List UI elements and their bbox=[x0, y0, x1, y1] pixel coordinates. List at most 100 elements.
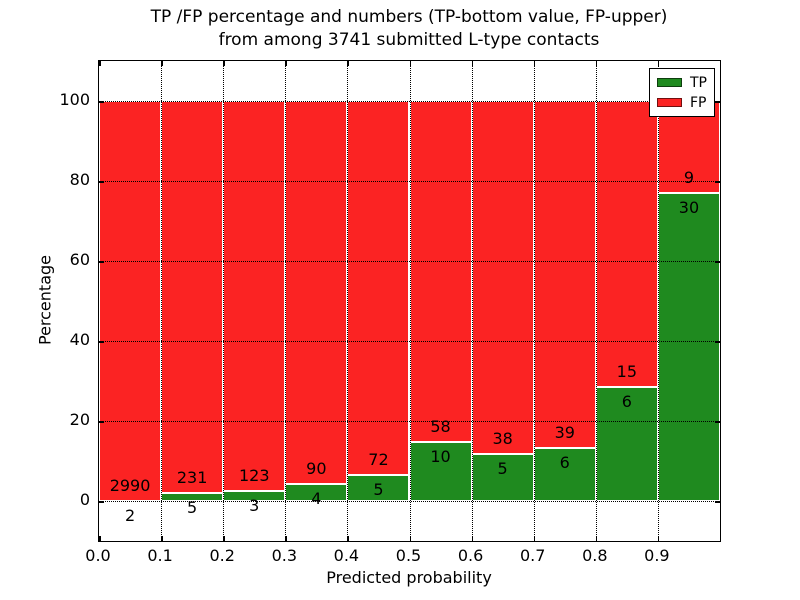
x-tick-label: 0.5 bbox=[395, 546, 422, 565]
x-gridline bbox=[595, 61, 597, 541]
y-tick-mark bbox=[715, 501, 720, 503]
x-tick-label: 0.9 bbox=[644, 546, 670, 565]
x-tick-mark bbox=[99, 61, 101, 66]
y-tick-mark bbox=[715, 261, 720, 263]
tp-legend-label: TP bbox=[690, 74, 707, 91]
y-tick-mark bbox=[99, 501, 104, 503]
tp-count-label: 2 bbox=[124, 505, 136, 525]
x-tick-mark bbox=[657, 536, 660, 541]
x-gridline bbox=[223, 61, 225, 541]
fp-bar-segment bbox=[471, 101, 534, 455]
y-tick-mark bbox=[99, 181, 104, 183]
x-tick-mark bbox=[347, 61, 349, 66]
y-tick-mark bbox=[715, 101, 720, 103]
y-tick-mark bbox=[99, 421, 104, 423]
chart-title-line2: from among 3741 submitted L-type contact… bbox=[218, 30, 600, 50]
tp-bar-segment bbox=[657, 193, 720, 501]
y-tick-mark bbox=[99, 101, 104, 103]
fp-legend-swatch bbox=[657, 98, 682, 107]
fp-bar-segment bbox=[161, 101, 224, 493]
tp-count-label: 5 bbox=[187, 497, 198, 517]
legend-item-fp: FP bbox=[657, 94, 708, 111]
x-tick-mark bbox=[161, 61, 163, 66]
tp-bar-segment bbox=[471, 454, 534, 501]
y-tick-mark bbox=[715, 341, 720, 343]
fp-count-label: 231 bbox=[176, 467, 208, 487]
x-tick-mark bbox=[533, 61, 536, 66]
x-tick-mark bbox=[223, 61, 225, 66]
x-gridline bbox=[347, 61, 349, 541]
x-tick-mark bbox=[595, 536, 598, 541]
y-tick-label: 40 bbox=[69, 330, 90, 349]
legend-item-tp: TP bbox=[657, 74, 708, 91]
y-tick-mark bbox=[99, 261, 104, 263]
fp-count-label: 15 bbox=[616, 361, 638, 381]
x-tick-mark bbox=[657, 61, 660, 66]
tp-legend-swatch bbox=[657, 78, 682, 87]
y-tick-label: 20 bbox=[69, 410, 90, 429]
y-tick-label: 100 bbox=[59, 90, 90, 109]
x-tick-label: 0.0 bbox=[85, 546, 111, 565]
x-tick-mark bbox=[99, 536, 101, 541]
x-gridline bbox=[161, 61, 163, 541]
y-tick-mark bbox=[715, 181, 720, 183]
x-tick-mark bbox=[595, 61, 598, 66]
fp-legend-label: FP bbox=[690, 94, 707, 111]
fp-count-label: 123 bbox=[238, 466, 270, 486]
x-tick-label: 0.8 bbox=[582, 546, 608, 565]
tp-bar-segment bbox=[347, 475, 410, 501]
x-tick-label: 0.6 bbox=[457, 546, 484, 565]
x-tick-mark bbox=[285, 61, 287, 66]
y-tick-label: 80 bbox=[69, 170, 90, 189]
fp-count-label: 9 bbox=[683, 168, 695, 188]
x-tick-label: 0.2 bbox=[209, 546, 235, 565]
x-tick-mark bbox=[471, 61, 474, 66]
y-tick-mark bbox=[715, 421, 720, 423]
x-tick-mark bbox=[223, 536, 225, 541]
chart-title-line1: TP /FP percentage and numbers (TP-bottom… bbox=[150, 7, 668, 27]
tp-count-label: 3 bbox=[249, 496, 260, 516]
fp-count-label: 90 bbox=[306, 458, 327, 478]
plot-area: TP FP 2990 2 231 5 123 3 90 4 72 5 58 10 38 5 39 6 15 6 9 3… bbox=[98, 60, 721, 542]
x-gridline bbox=[285, 61, 287, 541]
x-tick-label: 0.7 bbox=[519, 546, 546, 565]
x-tick-label: 0.1 bbox=[147, 546, 173, 565]
tp-count-label: 10 bbox=[430, 447, 451, 467]
fp-count-label: 72 bbox=[368, 450, 389, 470]
x-gridline bbox=[657, 61, 659, 541]
x-tick-mark bbox=[285, 536, 287, 541]
tp-count-label: 6 bbox=[621, 391, 632, 411]
x-tick-mark bbox=[409, 61, 411, 66]
fp-bar-segment bbox=[533, 101, 596, 448]
x-gridline bbox=[471, 61, 473, 541]
fp-bar-segment bbox=[409, 101, 472, 443]
x-tick-mark bbox=[533, 536, 536, 541]
y-tick-label: 60 bbox=[69, 250, 90, 269]
x-gridline bbox=[533, 61, 535, 541]
legend: TP FP bbox=[649, 68, 715, 117]
x-tick-mark bbox=[161, 536, 163, 541]
x-gridline bbox=[409, 61, 411, 541]
y-tick-label: 0 bbox=[79, 490, 90, 509]
fp-bar-segment bbox=[223, 101, 286, 492]
fp-bar-segment bbox=[347, 101, 410, 476]
y-tick-mark bbox=[99, 341, 104, 343]
x-tick-label: 0.3 bbox=[271, 546, 298, 565]
tp-count-label: 5 bbox=[497, 459, 508, 479]
tp-count-label: 5 bbox=[373, 480, 384, 500]
x-tick-mark bbox=[347, 536, 349, 541]
fp-count-label: 38 bbox=[492, 429, 513, 449]
fp-bar-segment bbox=[99, 101, 162, 501]
tp-count-label: 4 bbox=[311, 488, 322, 508]
x-tick-mark bbox=[409, 536, 411, 541]
x-tick-label: 0.4 bbox=[333, 546, 360, 565]
tp-count-label: 30 bbox=[678, 198, 700, 218]
fp-count-label: 58 bbox=[430, 417, 451, 437]
fp-bar-segment bbox=[285, 101, 348, 484]
x-axis-label: Predicted probability bbox=[326, 568, 492, 587]
fp-bar-segment bbox=[595, 101, 658, 387]
x-tick-mark bbox=[471, 536, 474, 541]
tp-count-label: 6 bbox=[559, 452, 570, 472]
tp-bar-segment bbox=[533, 447, 596, 501]
